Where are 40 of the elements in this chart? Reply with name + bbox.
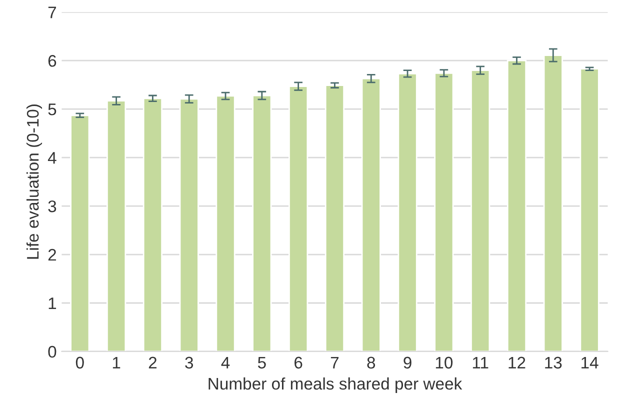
bar [70, 114, 90, 352]
y-tick-label: 7 [48, 6, 56, 18]
x-tick-label: 9 [404, 356, 412, 369]
y-tick-label: 4 [48, 152, 56, 164]
bar [288, 86, 308, 352]
x-tick-label: 12 [508, 356, 526, 368]
bar [434, 72, 454, 352]
x-tick-label: 11 [472, 356, 488, 368]
y-tick-label: 1 [48, 298, 56, 310]
x-tick-label: 13 [545, 356, 562, 369]
bar [543, 54, 563, 352]
bar [252, 94, 272, 352]
x-axis-title: Number of meals shared per week [208, 377, 462, 393]
x-tick-label: 14 [582, 356, 598, 368]
y-tick-label: 2 [48, 248, 56, 261]
y-axis-title: Life evaluation (0-10) [26, 104, 42, 259]
x-tick-label: 8 [367, 356, 376, 369]
y-tick-label: 3 [48, 200, 56, 212]
x-tick-label: 0 [76, 356, 84, 369]
bar [580, 68, 600, 352]
bar [142, 98, 163, 352]
x-tick-label: 1 [112, 356, 120, 368]
y-tick-label: 0 [48, 346, 56, 358]
bar [470, 70, 490, 352]
bar [179, 98, 199, 352]
x-tick-label: 10 [436, 356, 453, 369]
bar [216, 95, 236, 352]
bar [398, 72, 418, 352]
bar [506, 60, 527, 352]
y-tick-label: 6 [48, 55, 56, 67]
x-tick-label: 7 [330, 356, 339, 368]
bar [361, 78, 381, 352]
x-tick-label: 5 [258, 356, 266, 369]
bar [106, 100, 126, 352]
x-tick-label: 6 [294, 356, 302, 369]
x-tick-label: 4 [221, 356, 230, 368]
y-tick-label: 5 [48, 104, 56, 116]
x-tick-label: 3 [185, 356, 194, 369]
x-tick-label: 2 [148, 356, 157, 368]
bar [324, 84, 345, 352]
